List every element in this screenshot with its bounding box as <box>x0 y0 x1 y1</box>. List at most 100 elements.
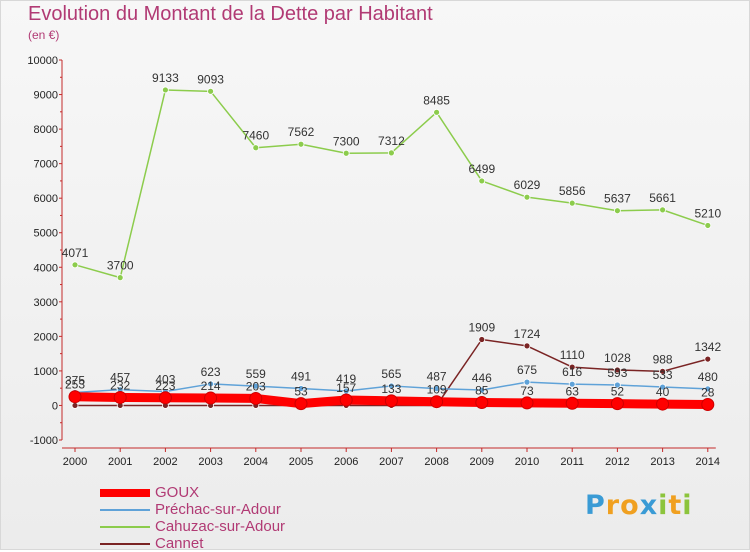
data-point <box>520 396 534 410</box>
data-point <box>565 396 579 410</box>
data-point <box>659 383 666 391</box>
series-line-cahuzac-sur-adour <box>74 89 709 279</box>
data-label: 6029 <box>514 178 541 192</box>
data-point <box>568 199 576 207</box>
data-label: 1724 <box>514 327 541 341</box>
data-label: 52 <box>611 385 625 399</box>
legend-item: Cannet <box>100 535 285 552</box>
data-label: 616 <box>562 365 582 379</box>
x-tick-label: 2004 <box>244 456 268 468</box>
x-tick-label: 2001 <box>108 456 132 468</box>
data-label: 85 <box>475 384 489 398</box>
y-tick-label: 10000 <box>27 55 58 67</box>
data-point <box>71 261 79 269</box>
data-label: 223 <box>155 379 175 393</box>
legend-label: Cahuzac-sur-Adour <box>155 518 286 535</box>
logo-letter: t <box>668 490 683 521</box>
legend-swatch <box>100 542 150 545</box>
data-point <box>158 391 172 405</box>
y-tick-label: 9000 <box>34 90 58 102</box>
data-point <box>704 222 712 229</box>
data-point <box>113 390 127 404</box>
x-tick-label: 2006 <box>334 456 358 468</box>
data-label: 28 <box>701 385 715 399</box>
x-tick-label: 2012 <box>605 456 629 468</box>
data-point <box>568 363 576 371</box>
logo-letter: x <box>639 490 659 521</box>
data-point <box>71 402 79 409</box>
data-label: 675 <box>517 363 537 377</box>
logo-letter: i <box>658 490 669 521</box>
data-label: 9093 <box>197 72 224 86</box>
data-label: 133 <box>381 382 401 396</box>
data-point <box>568 380 576 388</box>
logo-letter: r <box>605 490 621 521</box>
data-label: 232 <box>110 378 130 392</box>
data-label: 53 <box>294 385 308 399</box>
data-label: 5210 <box>694 206 721 220</box>
data-label: 1110 <box>560 348 585 362</box>
data-point <box>116 274 124 282</box>
data-point <box>387 382 395 390</box>
legend-item: Cahuzac-sur-Adour <box>100 518 285 535</box>
data-point <box>249 391 263 405</box>
legend-label: Préchac-sur-Adour <box>155 501 281 518</box>
chart-subtitle: (en €) <box>28 28 60 42</box>
y-tick-label: 0 <box>52 400 58 412</box>
legend-swatch <box>100 488 150 497</box>
data-point <box>614 207 621 215</box>
data-point <box>297 140 305 148</box>
logo-letter: o <box>620 490 640 521</box>
data-point <box>478 386 486 394</box>
data-point <box>610 397 624 411</box>
x-tick-label: 2011 <box>560 456 584 468</box>
data-label: 253 <box>65 378 85 392</box>
x-tick-label: 2007 <box>379 456 403 468</box>
legend-label: Cannet <box>155 535 204 552</box>
data-label: 7312 <box>378 134 405 148</box>
data-label: 988 <box>653 352 673 366</box>
data-point <box>342 149 350 157</box>
data-point <box>68 390 82 404</box>
data-point <box>659 367 666 375</box>
y-tick-label: 8000 <box>34 124 58 136</box>
data-label: 5637 <box>604 192 631 206</box>
data-label: 1342 <box>694 340 721 354</box>
data-label: 157 <box>336 381 356 395</box>
data-point <box>478 336 486 343</box>
data-point <box>523 378 531 386</box>
data-label: 1909 <box>468 321 495 335</box>
data-point <box>387 149 395 157</box>
legend-swatch <box>100 525 150 528</box>
data-point <box>161 86 169 94</box>
data-label: 214 <box>201 379 221 393</box>
legend-item: Préchac-sur-Adour <box>100 501 285 518</box>
data-point <box>252 144 260 152</box>
data-label: 4071 <box>62 246 89 260</box>
data-point <box>475 396 489 410</box>
data-label: 593 <box>607 366 627 380</box>
data-point <box>704 385 712 393</box>
data-point <box>294 397 308 411</box>
y-tick-label: 6000 <box>34 193 58 205</box>
data-label: 6499 <box>468 162 495 176</box>
data-label: 491 <box>291 369 311 383</box>
data-label: 40 <box>656 385 670 399</box>
data-point <box>478 177 486 185</box>
data-label: 3700 <box>107 259 134 273</box>
legend-swatch <box>100 508 150 511</box>
data-label: 7562 <box>288 125 315 139</box>
y-tick-label: 1000 <box>34 366 58 378</box>
data-label: 73 <box>520 384 534 398</box>
data-label: 487 <box>427 370 447 384</box>
data-point <box>339 393 353 407</box>
data-point <box>430 395 444 409</box>
data-label: 203 <box>246 379 266 393</box>
data-label: 1028 <box>604 351 631 365</box>
y-tick-label: 7000 <box>34 159 58 171</box>
logo-letter: i <box>682 490 693 521</box>
y-tick-label: 2000 <box>34 331 58 343</box>
data-point <box>207 380 215 388</box>
x-tick-label: 2010 <box>515 456 539 468</box>
